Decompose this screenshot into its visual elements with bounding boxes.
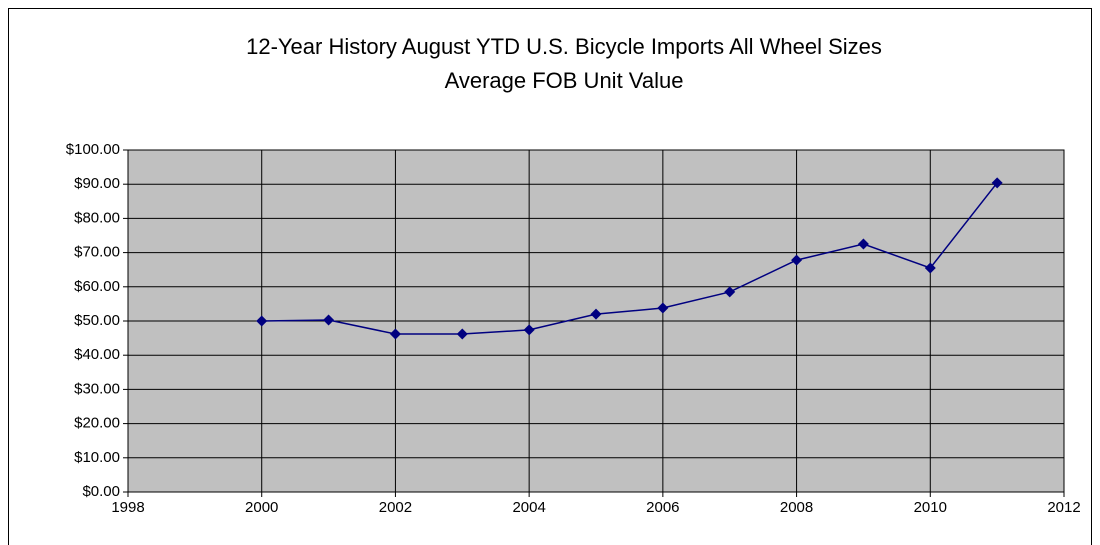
data-point	[523, 324, 535, 336]
y-tick-label: $40.00	[74, 346, 120, 363]
chart-title: 12-Year History August YTD U.S. Bicycle …	[246, 34, 882, 59]
x-tick-label: 2002	[379, 499, 412, 516]
chart-subtitle: Average FOB Unit Value	[445, 68, 684, 93]
y-tick-label: $100.00	[66, 141, 120, 158]
plot-border	[127, 149, 1065, 493]
x-tick-label: 2000	[245, 499, 278, 516]
data-point	[389, 328, 401, 340]
y-tick-label: $90.00	[74, 175, 120, 192]
y-tick-label: $0.00	[82, 483, 120, 500]
data-point	[857, 238, 869, 250]
x-tick-label: 2008	[780, 499, 813, 516]
y-tick-label: $30.00	[74, 380, 120, 397]
data-point	[456, 328, 468, 340]
chart-frame	[8, 8, 1092, 545]
x-tick-label: 2012	[1047, 499, 1080, 516]
data-point	[256, 315, 268, 327]
x-tick-label: 2006	[646, 499, 679, 516]
x-tick-label: 2004	[512, 499, 545, 516]
data-point	[924, 262, 936, 274]
x-tick-label: 2010	[914, 499, 947, 516]
data-point	[724, 286, 736, 298]
data-point	[590, 308, 602, 320]
y-tick-label: $20.00	[74, 415, 120, 432]
data-line	[261, 182, 998, 335]
y-tick-label: $60.00	[74, 278, 120, 295]
data-point	[791, 254, 803, 266]
data-point	[323, 314, 335, 326]
y-tick-label: $10.00	[74, 449, 120, 466]
x-tick-label: 1998	[111, 499, 144, 516]
data-point	[657, 302, 669, 314]
y-tick-label: $50.00	[74, 312, 120, 329]
y-tick-label: $70.00	[74, 244, 120, 261]
data-point	[991, 177, 1003, 189]
y-tick-label: $80.00	[74, 209, 120, 226]
